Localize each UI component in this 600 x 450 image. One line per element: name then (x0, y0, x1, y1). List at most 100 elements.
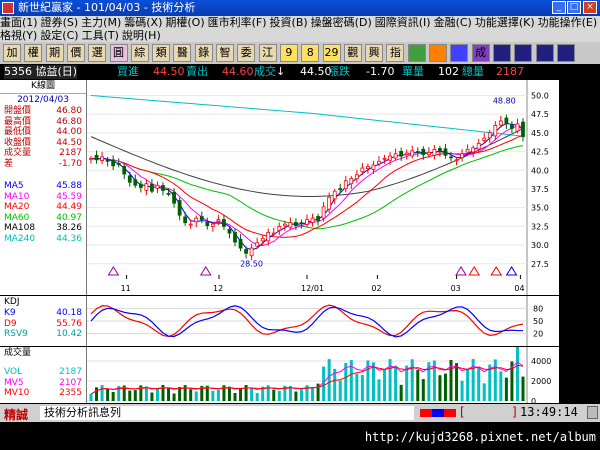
volume-bar (205, 385, 209, 401)
menu-item-8[interactable]: 國際資訊(I) (374, 16, 431, 29)
kline-header[interactable]: K線圖 (0, 80, 86, 94)
menu-item-10[interactable]: 功能選擇(K) (474, 16, 535, 29)
candle (476, 142, 481, 150)
menu-item-5[interactable]: 匯市利率(F) (207, 16, 267, 29)
volume-bar (111, 391, 115, 401)
volume-bar (194, 391, 198, 401)
volume-bar (432, 360, 436, 401)
toolbar-button-1[interactable]: 權 (24, 44, 43, 62)
toolbar-button-6[interactable]: 綜 (130, 44, 149, 62)
volume-bar (316, 383, 320, 401)
quote-label: 差 (4, 158, 14, 169)
toolbar-button-16[interactable]: 觀 (343, 44, 362, 62)
candle (299, 222, 304, 225)
quote-label: 收盤價 (4, 137, 32, 148)
menu2-item-1[interactable]: 設定(C) (40, 29, 79, 42)
candle (150, 183, 154, 192)
menu-item-6[interactable]: 投資(B) (269, 16, 308, 29)
candle (122, 165, 127, 175)
toolbar-button-0[interactable]: 加 (3, 44, 21, 62)
volume-bar (89, 394, 93, 401)
volume-bar (167, 387, 171, 401)
kd-chart[interactable]: 80 50 20 (87, 296, 559, 346)
toolbar-button-13[interactable]: 9 (279, 44, 298, 62)
toolbar-button-4[interactable]: 選 (88, 44, 107, 62)
quote-value: 46.80 (56, 106, 82, 116)
volume-bar (183, 385, 187, 401)
candle (194, 217, 199, 223)
volume-chart[interactable]: 4000 2000 0 (87, 341, 559, 406)
toolbar-button-8[interactable]: 醫 (173, 44, 192, 62)
menu2-item-3[interactable]: 說明(H) (121, 29, 161, 42)
volume-value: 102 (438, 65, 459, 78)
toolbar-button-18[interactable]: 指 (386, 44, 405, 62)
toolbar-button-25[interactable] (535, 44, 554, 62)
volume-bar (122, 385, 126, 401)
toolbar-button-14[interactable]: 8 (301, 44, 320, 62)
candle (183, 216, 188, 224)
minimize-button[interactable]: _ (552, 1, 566, 14)
toolbar-button-9[interactable]: 錄 (194, 44, 213, 62)
close-button[interactable]: × (583, 1, 597, 14)
volume-bar (222, 385, 226, 401)
menu-item-3[interactable]: 籌碼(X) (124, 16, 163, 29)
volume-bar (427, 362, 431, 401)
kline-chart[interactable]: 27.5 30.0 32.5 35.0 37.5 40.0 42.5 45.0 47.5 50.0… (87, 80, 559, 295)
x-tick-label: 03 (451, 284, 461, 293)
vol-row: VOL 2187 (0, 367, 86, 378)
low-annotation: 28.50 (240, 259, 263, 268)
menu-item-2[interactable]: 主力(M) (81, 16, 122, 29)
toolbar-button-12[interactable]: 江 (258, 44, 277, 62)
candle (332, 190, 337, 200)
volume-bar (455, 363, 459, 401)
ma-label: MA10 (4, 191, 30, 202)
candle (399, 150, 404, 157)
toolbar-button-3[interactable]: 價 (66, 44, 85, 62)
toolbar-button-2[interactable]: 期 (45, 44, 64, 62)
menu-item-11[interactable]: 功能操作(E) (537, 16, 598, 29)
menu-item-4[interactable]: 期權(O) (165, 16, 205, 29)
menu-item-0[interactable]: 畫面(1) (0, 16, 38, 29)
toolbar-button-10[interactable]: 智 (216, 44, 234, 62)
quote-label: 最高價 (4, 116, 32, 127)
candle (227, 228, 232, 234)
candle (172, 191, 176, 204)
toolbar-button-26[interactable] (556, 44, 575, 62)
toolbar-button-17[interactable]: 興 (365, 44, 384, 62)
candle (310, 217, 315, 223)
volume-bar (383, 369, 387, 401)
quote-row: 最低價 44.00 (0, 127, 86, 138)
connection-indicator (420, 409, 456, 417)
quote-value: 44.50 (56, 137, 82, 148)
toolbar-button-19[interactable] (407, 44, 426, 62)
candle (460, 153, 464, 159)
volume-bar (477, 366, 481, 401)
toolbar-button-15[interactable]: 29 (322, 44, 341, 62)
volume-bar (443, 373, 447, 401)
candle (199, 216, 204, 221)
menu-item-9[interactable]: 金融(C) (433, 16, 472, 29)
menu2-item-2[interactable]: 工具(T) (81, 29, 119, 42)
menu-item-7[interactable]: 操盤密碼(D) (310, 16, 372, 29)
buy-label: 買進 (117, 65, 139, 78)
volume-bar (155, 388, 159, 401)
quote-value: -1.70 (58, 158, 82, 169)
menu2-item-0[interactable]: 格視(Y) (0, 29, 38, 42)
menu-item-1[interactable]: 證券(S) (40, 16, 79, 29)
toolbar-button-23[interactable] (492, 44, 511, 62)
maximize-button[interactable]: □ (567, 1, 581, 14)
stock-code-name[interactable]: 5356 協益(日) (4, 65, 78, 79)
toolbar-button-7[interactable]: 類 (152, 44, 171, 62)
candle (294, 222, 298, 227)
volume-bar (394, 365, 398, 401)
toolbar-button-11[interactable]: 委 (237, 44, 256, 62)
toolbar-button-5[interactable]: 圓 (109, 44, 128, 62)
candle (216, 219, 221, 222)
toolbar-button-20[interactable] (429, 44, 447, 62)
toolbar-button-24[interactable] (514, 44, 533, 62)
quote-info-line: 5356 協益(日) 買進 44.50 賣出 44.60 成交 ↓ 44.50 … (0, 65, 600, 79)
toolbar-button-22[interactable]: 成 (471, 44, 490, 62)
volume-bar (333, 368, 337, 401)
resize-grip-icon[interactable] (587, 406, 598, 419)
toolbar-button-21[interactable] (450, 44, 469, 62)
